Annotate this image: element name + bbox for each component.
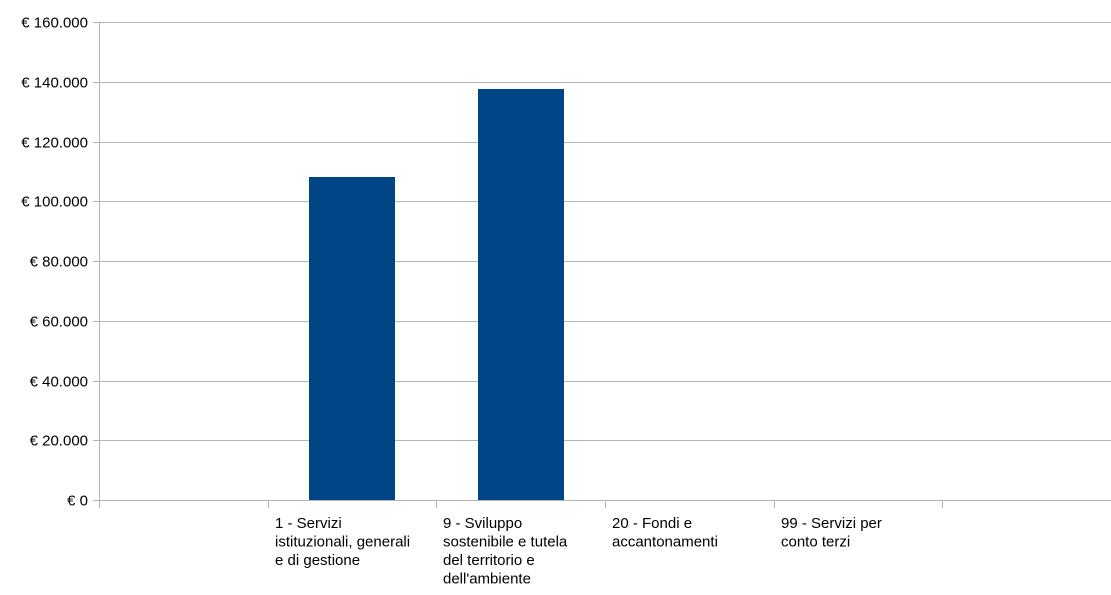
- x-category-label: 99 - Servizi per conto terzi: [781, 515, 882, 551]
- y-tick-label: € 140.000: [21, 75, 88, 92]
- bar: [478, 89, 564, 500]
- y-tick-label: € 160.000: [21, 15, 88, 32]
- y-axis: € 0 € 20.000 € 40.000 € 60.000 € 80.000 € 100…: [21, 15, 100, 510]
- x-category-label: 9 - Sviluppo sostenibile e tutela del terr…: [443, 515, 568, 588]
- y-tick-label: € 40.000: [30, 374, 88, 391]
- y-tick-label: € 20.000: [30, 433, 88, 450]
- y-tick-label: € 0: [67, 493, 88, 510]
- bars: [309, 89, 564, 500]
- x-category-label: 20 - Fondi e accantonamenti: [612, 515, 718, 551]
- y-tick-label: € 80.000: [30, 254, 88, 271]
- y-tick-label: € 100.000: [21, 194, 88, 211]
- x-category-label: 1 - Servizi istituzionali, generali e di g…: [275, 515, 410, 569]
- x-axis: 1 - Servizi istituzionali, generali e di g…: [99, 500, 943, 588]
- y-tick-label: € 120.000: [21, 135, 88, 152]
- y-tick-label: € 60.000: [30, 314, 88, 331]
- bar: [309, 177, 395, 500]
- gridlines: [93, 22, 1111, 501]
